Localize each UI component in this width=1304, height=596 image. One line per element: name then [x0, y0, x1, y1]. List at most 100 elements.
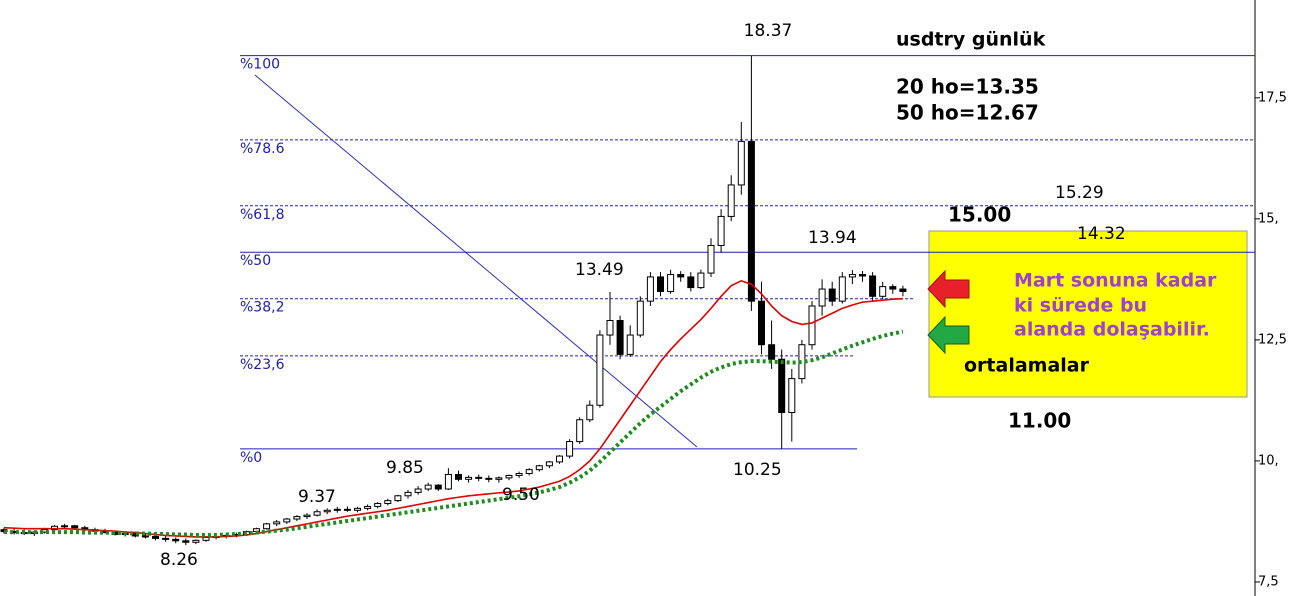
candle-body — [354, 507, 361, 511]
candle-body — [646, 276, 654, 302]
fib-label: %23,6 — [240, 357, 285, 373]
annotation: 11.00 — [1008, 409, 1071, 433]
candle-body — [343, 508, 351, 511]
candle-body — [495, 477, 503, 480]
candle-body — [879, 286, 887, 297]
candle-body — [667, 274, 675, 292]
candle-body — [364, 505, 372, 509]
candle-body — [515, 473, 523, 476]
candle-body — [889, 286, 897, 290]
y-tick-label: 12,5 — [1258, 332, 1287, 347]
candle-body — [556, 455, 563, 463]
candle-body — [182, 540, 190, 543]
candle-body — [737, 140, 745, 186]
candle-body — [323, 509, 331, 513]
candle-body — [71, 525, 79, 529]
candle-body — [414, 488, 422, 493]
candle-body — [535, 465, 543, 471]
candle-body — [596, 334, 604, 406]
annotation: 13.94 — [808, 228, 857, 248]
candle-body — [657, 276, 664, 292]
note-box — [928, 230, 1248, 398]
candle-body — [707, 244, 715, 274]
candle-body — [141, 535, 149, 538]
candle-body — [404, 491, 412, 497]
annotation: 18.37 — [744, 21, 793, 41]
annotation: 9.85 — [386, 458, 424, 478]
candle-body — [202, 536, 210, 541]
candle-body — [616, 320, 624, 355]
annotation: alanda dolaşabilir. — [1014, 319, 1210, 341]
candle-body — [525, 469, 533, 475]
candle-body — [465, 476, 473, 480]
candle-body — [818, 288, 826, 307]
annotation: 13.49 — [575, 260, 624, 280]
candle-body — [899, 288, 907, 292]
annotation: ki sürede bu — [1014, 295, 1147, 317]
candle-body — [283, 518, 291, 523]
candle-body — [869, 275, 877, 297]
fib-label: %0 — [240, 450, 262, 466]
moving-average — [4, 329, 904, 537]
candle-body — [778, 358, 786, 414]
candle-body — [687, 276, 695, 289]
candle-body — [788, 378, 796, 414]
candle-body — [475, 476, 483, 479]
candle-body — [444, 473, 452, 490]
candle-body — [162, 537, 170, 540]
candle-body — [758, 300, 765, 346]
y-tick-label: 7,5 — [1258, 574, 1279, 589]
annotation: 10.25 — [733, 460, 782, 480]
candle-body — [61, 525, 69, 528]
y-tick-label: 17,5 — [1258, 90, 1287, 105]
fib-label: %61,8 — [240, 207, 284, 223]
candle-body — [677, 274, 685, 278]
candle-body — [808, 305, 816, 346]
annotation: 15.29 — [1055, 183, 1104, 203]
annotation: 9.50 — [502, 485, 540, 505]
candle-body — [566, 441, 574, 457]
candle-body — [152, 535, 159, 539]
candle-body — [545, 461, 553, 467]
candle-body — [828, 288, 836, 302]
annotation: 15.00 — [948, 203, 1011, 227]
candle-body — [848, 274, 856, 278]
green-arrow — [927, 315, 970, 355]
candle-body — [333, 508, 341, 511]
annotation: 20 ho=13.35 — [896, 75, 1039, 99]
candle-body — [717, 215, 725, 246]
candle-body — [636, 300, 644, 336]
annotation: 9.37 — [298, 487, 336, 507]
candle-body — [455, 473, 462, 480]
candle-body — [768, 344, 776, 360]
candle-body — [172, 538, 180, 542]
candle-body — [192, 539, 200, 543]
annotation: 14.32 — [1077, 224, 1126, 244]
candle-body — [485, 477, 493, 480]
fib-label: %100 — [240, 57, 280, 73]
candle-body — [424, 484, 432, 490]
candle-body — [374, 503, 382, 507]
candle-body — [303, 514, 311, 518]
candle-body — [273, 521, 281, 525]
candle-body — [434, 484, 442, 490]
moving-average — [3, 279, 903, 538]
candle-body — [697, 272, 705, 289]
fib-label: %78.6 — [240, 141, 285, 157]
candle-body — [859, 274, 866, 277]
candle-body — [384, 500, 392, 505]
annotation: usdtry günlük — [896, 29, 1046, 51]
candle-body — [293, 516, 301, 520]
candle-body — [747, 140, 755, 302]
red-arrow — [927, 269, 970, 309]
candle-body — [586, 404, 594, 421]
candle-body — [313, 511, 321, 516]
annotation: 8.26 — [160, 550, 198, 570]
annotation: 50 ho=12.67 — [896, 101, 1039, 125]
trend-line — [254, 74, 698, 448]
candle-body — [505, 474, 513, 479]
fib-label: %38,2 — [240, 300, 284, 316]
annotation: ortalamalar — [964, 355, 1090, 377]
candle-body — [838, 276, 846, 302]
